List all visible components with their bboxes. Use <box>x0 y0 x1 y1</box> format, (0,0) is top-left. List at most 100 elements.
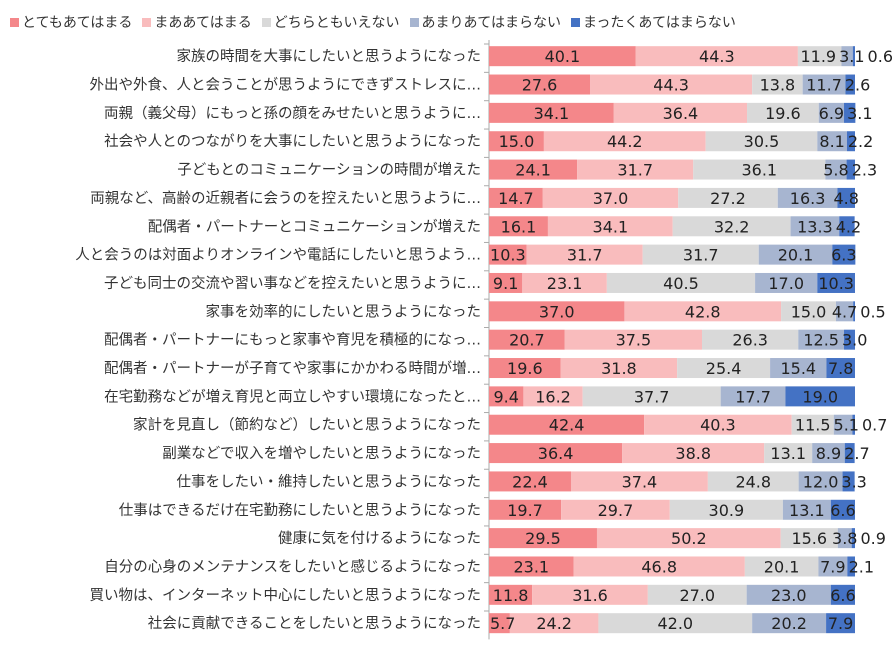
data-label: 6.3 <box>831 246 856 265</box>
data-label: 6.9 <box>819 104 844 123</box>
bar-segment <box>489 414 645 435</box>
bar-segment <box>561 499 670 520</box>
data-label: 37.4 <box>622 472 658 491</box>
legend-label: あまりあてはまらない <box>421 15 561 31</box>
bar-segment <box>489 244 527 265</box>
data-label: 29.7 <box>598 501 634 520</box>
bar-segment <box>707 471 799 492</box>
data-label: 44.3 <box>699 47 735 66</box>
data-label: 0.7 <box>862 416 887 435</box>
data-label: 31.7 <box>617 161 653 180</box>
bar-segment <box>489 471 571 492</box>
category-label: 社会に貢献できることをしたいと思うようになった <box>148 615 481 632</box>
category-label: 副業などで収入を増やしたいと思うようになった <box>162 445 481 462</box>
data-label: 11.7 <box>806 76 842 95</box>
category-label: 配偶者・パートナーとコミュニケーションが増えた <box>148 218 481 235</box>
bar-segment <box>542 187 679 208</box>
data-label: 13.1 <box>770 444 806 463</box>
data-label: 3.3 <box>841 472 866 491</box>
bar-segment <box>755 272 818 293</box>
bar-segment <box>642 244 759 265</box>
bar-segment <box>509 613 599 634</box>
data-label: 3.8 <box>832 529 857 548</box>
bar-segment <box>844 443 855 464</box>
data-label: 40.1 <box>545 47 581 66</box>
bar-segment <box>547 216 673 237</box>
bar-segment <box>846 159 855 180</box>
data-label: 9.4 <box>493 387 518 406</box>
category-label: 子どもとのコミュニケーションの時間が増えた <box>177 162 481 179</box>
data-label: 24.1 <box>515 161 551 180</box>
data-label: 16.3 <box>790 189 826 208</box>
legend-swatch <box>10 17 19 27</box>
bar-segment <box>747 102 819 123</box>
category-label: 両親など、高齢の近親者に会うのを控えたいと思うように… <box>90 190 481 207</box>
data-label: 19.7 <box>507 501 543 520</box>
data-label: 46.8 <box>641 557 677 576</box>
bar-segment <box>590 74 753 95</box>
data-label: 25.4 <box>706 359 742 378</box>
bar-segment <box>826 358 855 379</box>
bar-segment <box>596 528 781 549</box>
data-label: 13.1 <box>789 501 825 520</box>
bar-segment <box>526 244 643 265</box>
bar-segment <box>852 414 855 435</box>
category-label: 社会や人とのつながりを大事にしたいと思うようになった <box>104 133 481 150</box>
data-label: 31.7 <box>683 246 719 265</box>
data-label: 14.7 <box>498 189 534 208</box>
legend-label: まったくあてはまらない <box>582 15 736 31</box>
data-label: 38.8 <box>675 444 711 463</box>
data-label: 16.2 <box>535 387 571 406</box>
bar-segment <box>791 414 834 435</box>
bar-segment <box>598 613 753 634</box>
data-label: 15.4 <box>780 359 816 378</box>
data-label: 12.0 <box>803 472 839 491</box>
bar-segment <box>705 131 818 152</box>
legend-swatch <box>261 17 271 27</box>
legend: とてもあてはまる まああてはまる どちらともいえない あまりあてはまらない まったくあて… <box>10 12 736 32</box>
bar-segment <box>844 102 856 123</box>
data-label: 2.1 <box>849 557 874 576</box>
bar-segment <box>635 46 798 67</box>
data-label: 3.1 <box>839 47 864 66</box>
bar-segment <box>777 187 838 208</box>
bar-segment <box>746 584 831 605</box>
data-label: 5.7 <box>490 614 515 633</box>
bar-segment <box>522 272 607 293</box>
bar-segment <box>846 131 855 152</box>
bar-segment <box>744 556 819 577</box>
bar-segment <box>841 46 853 67</box>
data-label: 40.3 <box>700 416 736 435</box>
data-label: 3.0 <box>842 331 867 350</box>
data-label: 19.6 <box>507 359 543 378</box>
category-label: 仕事をしたい・維持したいと思うようになった <box>177 473 482 490</box>
data-label: 36.1 <box>741 161 777 180</box>
data-label: 3.1 <box>847 104 872 123</box>
legend-label: どちらともいえない <box>273 15 400 31</box>
bar-segment <box>489 358 561 379</box>
category-label: 家計を見直し（節約など）したいと思うようになった <box>133 416 481 434</box>
bar-segment <box>489 528 597 549</box>
bar-segment <box>830 499 855 520</box>
bar-segment <box>752 74 803 95</box>
data-label: 23.0 <box>771 586 807 605</box>
bar-segment <box>489 159 578 180</box>
bar-segment <box>489 187 543 208</box>
data-label: 42.8 <box>685 302 721 321</box>
data-label: 9.1 <box>493 274 518 293</box>
data-label: 4.8 <box>833 189 858 208</box>
data-label: 11.9 <box>800 47 836 66</box>
bar-segment <box>842 471 855 492</box>
bar-segment <box>764 443 813 464</box>
data-label: 36.4 <box>538 444 574 463</box>
bar-segment <box>582 386 721 407</box>
bar-segment <box>613 102 748 123</box>
bar-segment <box>798 471 843 492</box>
bar-segment <box>489 386 524 407</box>
data-label: 31.7 <box>567 246 603 265</box>
data-label: 6.6 <box>830 501 855 520</box>
data-label: 11.8 <box>493 586 529 605</box>
data-label: 10.3 <box>818 274 854 293</box>
bar-segment <box>647 584 747 605</box>
data-label: 10.3 <box>490 246 526 265</box>
